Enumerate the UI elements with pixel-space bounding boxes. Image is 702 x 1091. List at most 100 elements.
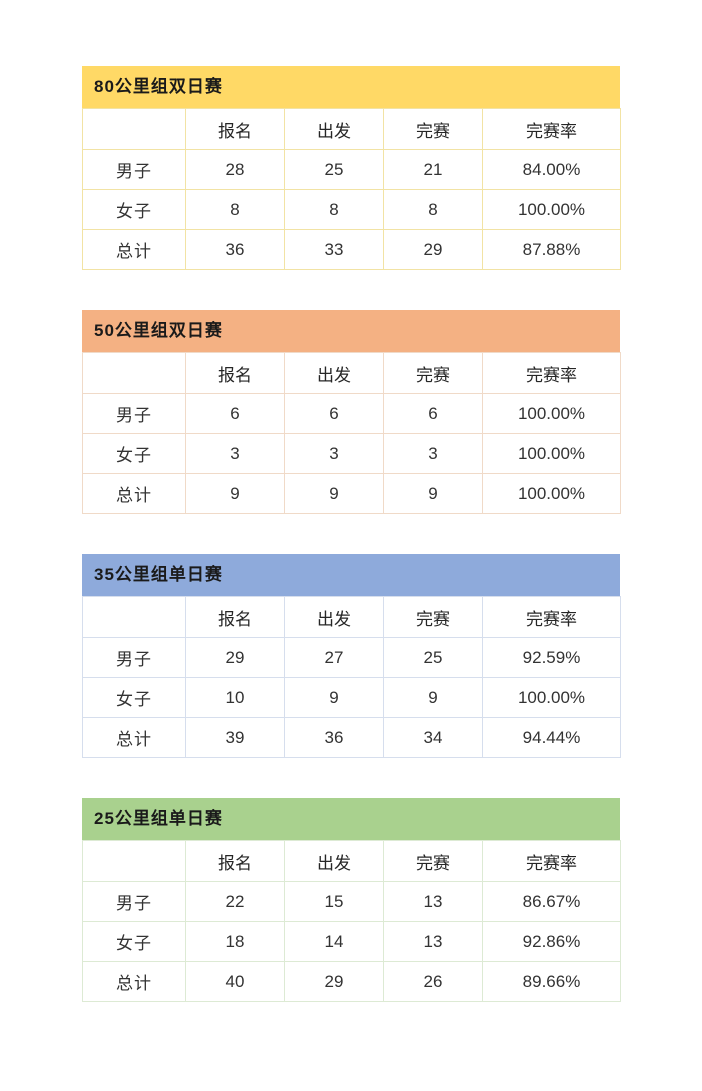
- cell-finished: 25: [383, 637, 483, 678]
- race-table-35km-single-day: 35公里组单日赛 报名 出发 完赛 完赛率 男子 29: [82, 554, 621, 758]
- row-label: 男子: [82, 881, 186, 922]
- row-label: 女子: [82, 433, 186, 474]
- cell-finished: 9: [383, 473, 483, 514]
- cell-finish-rate: 100.00%: [482, 433, 621, 474]
- results-table: 报名 出发 完赛 完赛率 男子 29 27 25 92.59%: [82, 596, 621, 758]
- col-header-finished: 完赛: [383, 840, 483, 882]
- header-row: 报名 出发 完赛 完赛率: [82, 108, 621, 150]
- row-label: 总计: [82, 961, 186, 1002]
- cell-started: 27: [284, 637, 384, 678]
- table-title: 80公里组双日赛: [82, 66, 620, 108]
- cell-registered: 18: [185, 921, 285, 962]
- col-header-registered: 报名: [185, 596, 285, 638]
- results-table: 报名 出发 完赛 完赛率 男子 22 15 13 86.67%: [82, 840, 621, 1002]
- col-header-finish-rate: 完赛率: [482, 352, 621, 394]
- table-title: 50公里组双日赛: [82, 310, 620, 352]
- table-title: 25公里组单日赛: [82, 798, 620, 840]
- cell-finish-rate: 92.59%: [482, 637, 621, 678]
- col-header-blank: [82, 596, 186, 638]
- row-label: 总计: [82, 473, 186, 514]
- row-label: 女子: [82, 921, 186, 962]
- table-row-total: 总计 39 36 34 94.44%: [82, 717, 621, 758]
- cell-registered: 39: [185, 717, 285, 758]
- cell-registered: 22: [185, 881, 285, 922]
- cell-registered: 29: [185, 637, 285, 678]
- cell-registered: 6: [185, 393, 285, 434]
- cell-started: 36: [284, 717, 384, 758]
- cell-finish-rate: 89.66%: [482, 961, 621, 1002]
- table-row-women: 女子 8 8 8 100.00%: [82, 189, 621, 230]
- col-header-started: 出发: [284, 352, 384, 394]
- race-table-50km-two-day: 50公里组双日赛 报名 出发 完赛 完赛率 男子 6: [82, 310, 621, 514]
- table-row-total: 总计 36 33 29 87.88%: [82, 229, 621, 270]
- cell-started: 33: [284, 229, 384, 270]
- cell-finished: 3: [383, 433, 483, 474]
- col-header-finished: 完赛: [383, 352, 483, 394]
- table-title: 35公里组单日赛: [82, 554, 620, 596]
- cell-finish-rate: 100.00%: [482, 677, 621, 718]
- col-header-started: 出发: [284, 596, 384, 638]
- cell-finish-rate: 100.00%: [482, 393, 621, 434]
- col-header-finish-rate: 完赛率: [482, 596, 621, 638]
- cell-finish-rate: 84.00%: [482, 149, 621, 190]
- col-header-started: 出发: [284, 840, 384, 882]
- table-row-men: 男子 29 27 25 92.59%: [82, 637, 621, 678]
- cell-started: 29: [284, 961, 384, 1002]
- col-header-registered: 报名: [185, 108, 285, 150]
- col-header-finished: 完赛: [383, 108, 483, 150]
- row-label: 女子: [82, 677, 186, 718]
- cell-finished: 13: [383, 921, 483, 962]
- cell-started: 15: [284, 881, 384, 922]
- row-label: 男子: [82, 637, 186, 678]
- results-table: 报名 出发 完赛 完赛率 男子 28 25 21 84.00%: [82, 108, 621, 270]
- cell-finished: 34: [383, 717, 483, 758]
- col-header-blank: [82, 840, 186, 882]
- row-label: 总计: [82, 229, 186, 270]
- cell-started: 9: [284, 677, 384, 718]
- table-row-women: 女子 10 9 9 100.00%: [82, 677, 621, 718]
- col-header-registered: 报名: [185, 352, 285, 394]
- cell-registered: 40: [185, 961, 285, 1002]
- cell-registered: 36: [185, 229, 285, 270]
- row-label: 总计: [82, 717, 186, 758]
- col-header-blank: [82, 108, 186, 150]
- header-row: 报名 出发 完赛 完赛率: [82, 352, 621, 394]
- race-table-25km-single-day: 25公里组单日赛 报名 出发 完赛 完赛率 男子 22: [82, 798, 621, 1002]
- cell-finished: 6: [383, 393, 483, 434]
- row-label: 男子: [82, 393, 186, 434]
- cell-registered: 8: [185, 189, 285, 230]
- cell-finish-rate: 100.00%: [482, 189, 621, 230]
- col-header-finish-rate: 完赛率: [482, 108, 621, 150]
- table-row-total: 总计 9 9 9 100.00%: [82, 473, 621, 514]
- col-header-blank: [82, 352, 186, 394]
- cell-started: 8: [284, 189, 384, 230]
- cell-registered: 28: [185, 149, 285, 190]
- row-label: 女子: [82, 189, 186, 230]
- header-row: 报名 出发 完赛 完赛率: [82, 596, 621, 638]
- results-table: 报名 出发 完赛 完赛率 男子 6 6 6 100.00%: [82, 352, 621, 514]
- cell-finish-rate: 87.88%: [482, 229, 621, 270]
- cell-registered: 10: [185, 677, 285, 718]
- cell-started: 3: [284, 433, 384, 474]
- col-header-started: 出发: [284, 108, 384, 150]
- cell-finish-rate: 100.00%: [482, 473, 621, 514]
- race-table-80km-two-day: 80公里组双日赛 报名 出发 完赛 完赛率 男子 28: [82, 66, 621, 270]
- col-header-finish-rate: 完赛率: [482, 840, 621, 882]
- cell-registered: 9: [185, 473, 285, 514]
- cell-finish-rate: 94.44%: [482, 717, 621, 758]
- table-row-women: 女子 3 3 3 100.00%: [82, 433, 621, 474]
- table-row-men: 男子 6 6 6 100.00%: [82, 393, 621, 434]
- cell-finish-rate: 92.86%: [482, 921, 621, 962]
- col-header-finished: 完赛: [383, 596, 483, 638]
- tables-container: 80公里组双日赛 报名 出发 完赛 完赛率 男子 28: [82, 66, 621, 1042]
- cell-finished: 29: [383, 229, 483, 270]
- cell-finished: 21: [383, 149, 483, 190]
- cell-finished: 9: [383, 677, 483, 718]
- cell-registered: 3: [185, 433, 285, 474]
- header-row: 报名 出发 完赛 完赛率: [82, 840, 621, 882]
- cell-finish-rate: 86.67%: [482, 881, 621, 922]
- cell-started: 14: [284, 921, 384, 962]
- table-row-total: 总计 40 29 26 89.66%: [82, 961, 621, 1002]
- cell-finished: 8: [383, 189, 483, 230]
